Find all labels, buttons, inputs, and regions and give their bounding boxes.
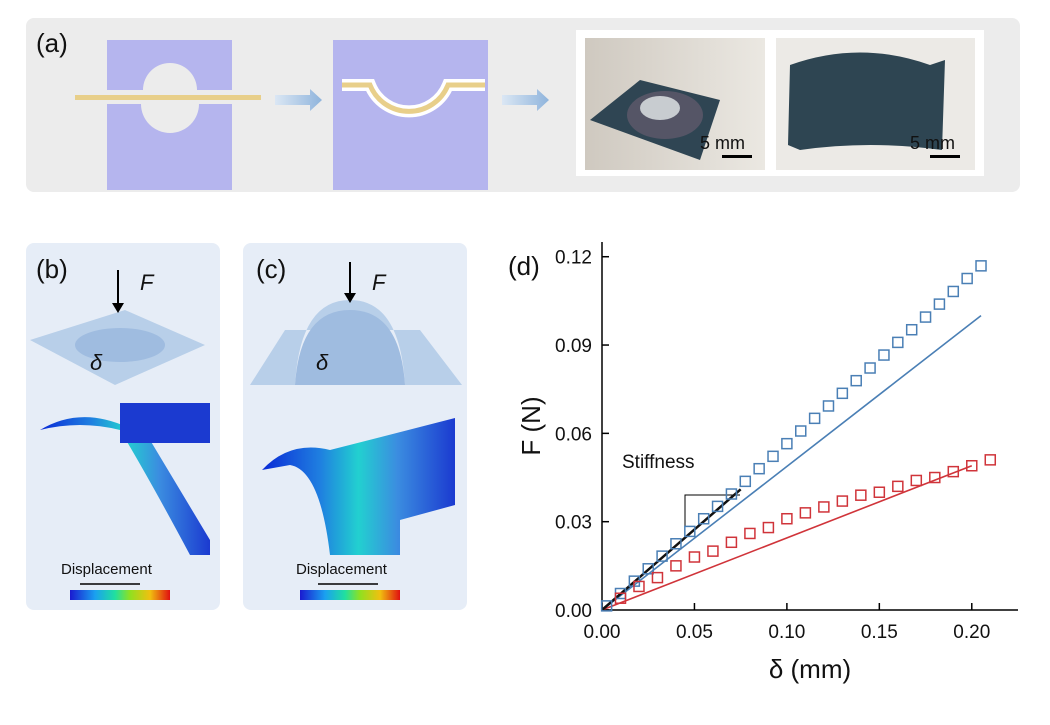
- data-point: [799, 507, 812, 519]
- data-point: [753, 462, 765, 475]
- x-tick-label: 0.15: [861, 622, 898, 643]
- force-label: F: [372, 270, 387, 295]
- data-point: [961, 272, 973, 285]
- data-point: [905, 323, 918, 336]
- panel-label: (c): [256, 254, 286, 284]
- arrow: [502, 89, 549, 111]
- chart: (d) δ (mm) F (N) Stiffness 0.00 0.03 0.06 0…: [508, 242, 1018, 684]
- x-tick-label: 0.20: [953, 622, 990, 643]
- data-point: [836, 387, 849, 400]
- arrowhead: [344, 293, 356, 303]
- saddle: [295, 310, 405, 385]
- colorbar-label: Displacement: [61, 561, 153, 578]
- data-point: [725, 488, 738, 500]
- data-point: [808, 412, 821, 425]
- stiffness-triangle: [684, 494, 740, 535]
- y-axis-label: F (N): [516, 396, 546, 455]
- data-point: [975, 260, 987, 272]
- data-point: [864, 362, 876, 374]
- data-point: [850, 374, 862, 387]
- sheet: [75, 95, 261, 100]
- data-point: [642, 563, 654, 575]
- data-point: [929, 471, 941, 484]
- die-top: [107, 40, 232, 90]
- y-tick-label: 0.09: [555, 336, 592, 357]
- data-point: [818, 501, 830, 513]
- y-tick-label: 0.12: [555, 248, 592, 269]
- fit-line: [601, 488, 742, 611]
- colorbar: [70, 590, 170, 600]
- data-point: [767, 450, 779, 463]
- data-point: [910, 474, 923, 487]
- data-point: [984, 454, 997, 466]
- data-point: [919, 311, 932, 323]
- force-label: F: [140, 270, 155, 295]
- data-point: [873, 486, 886, 498]
- data-point: [707, 545, 719, 557]
- data-point: [892, 336, 904, 349]
- data-point: [684, 525, 696, 538]
- data-point: [795, 425, 807, 437]
- data-point: [614, 592, 627, 604]
- fit-line: [601, 464, 973, 611]
- dome-highlight: [640, 96, 680, 120]
- data-point: [725, 536, 738, 549]
- fea-model: [262, 418, 455, 555]
- scale-bar: [930, 155, 960, 158]
- data-point: [633, 580, 645, 593]
- x-tick-label: 0.10: [768, 622, 805, 643]
- scale-label: 5 mm: [700, 133, 745, 153]
- arrowhead: [112, 303, 124, 313]
- data-point: [822, 400, 835, 412]
- data-point: [947, 465, 960, 478]
- data-point: [656, 550, 668, 562]
- data-point: [651, 571, 664, 584]
- y-tick-label: 0.06: [555, 424, 592, 445]
- data-point: [762, 521, 775, 534]
- data-point: [739, 475, 752, 488]
- data-point: [947, 285, 960, 298]
- panel-label: (b): [36, 254, 68, 284]
- colorbar-label: Displacement: [296, 561, 388, 578]
- scale-label: 5 mm: [910, 133, 955, 153]
- data-point: [855, 489, 867, 501]
- data-point: [600, 600, 613, 612]
- die-bottom: [107, 104, 232, 190]
- data-point: [781, 437, 793, 450]
- x-tick-label: 0.00: [584, 622, 621, 643]
- saddle-sheet: [788, 52, 945, 150]
- data-point: [697, 512, 710, 525]
- data-point: [711, 500, 724, 513]
- colorbar: [300, 590, 400, 600]
- fea-model: [120, 403, 210, 443]
- fea-model: [40, 417, 210, 555]
- data-point: [781, 512, 793, 525]
- data-point: [670, 560, 682, 572]
- data-point: [892, 480, 904, 493]
- panel-label: (d): [508, 251, 540, 281]
- data-point: [688, 551, 701, 563]
- data-point: [744, 527, 756, 540]
- arrow: [275, 89, 322, 111]
- data-point: [670, 538, 682, 550]
- panel-label: (a): [36, 28, 68, 58]
- dome: [75, 328, 165, 362]
- deflection-label: δ: [90, 350, 103, 375]
- x-axis-label: δ (mm): [769, 654, 851, 684]
- data-point: [966, 459, 978, 472]
- annotation: Stiffness: [622, 452, 695, 473]
- deflection-label: δ: [316, 350, 329, 375]
- data-point: [933, 298, 946, 310]
- x-tick-label: 0.05: [676, 622, 713, 643]
- data-point: [878, 349, 890, 361]
- y-tick-label: 0.00: [555, 601, 592, 622]
- data-point: [836, 495, 849, 507]
- scale-bar: [722, 155, 752, 158]
- y-tick-label: 0.03: [555, 513, 592, 534]
- saddle: [250, 300, 462, 385]
- formed-sheet: [342, 82, 485, 114]
